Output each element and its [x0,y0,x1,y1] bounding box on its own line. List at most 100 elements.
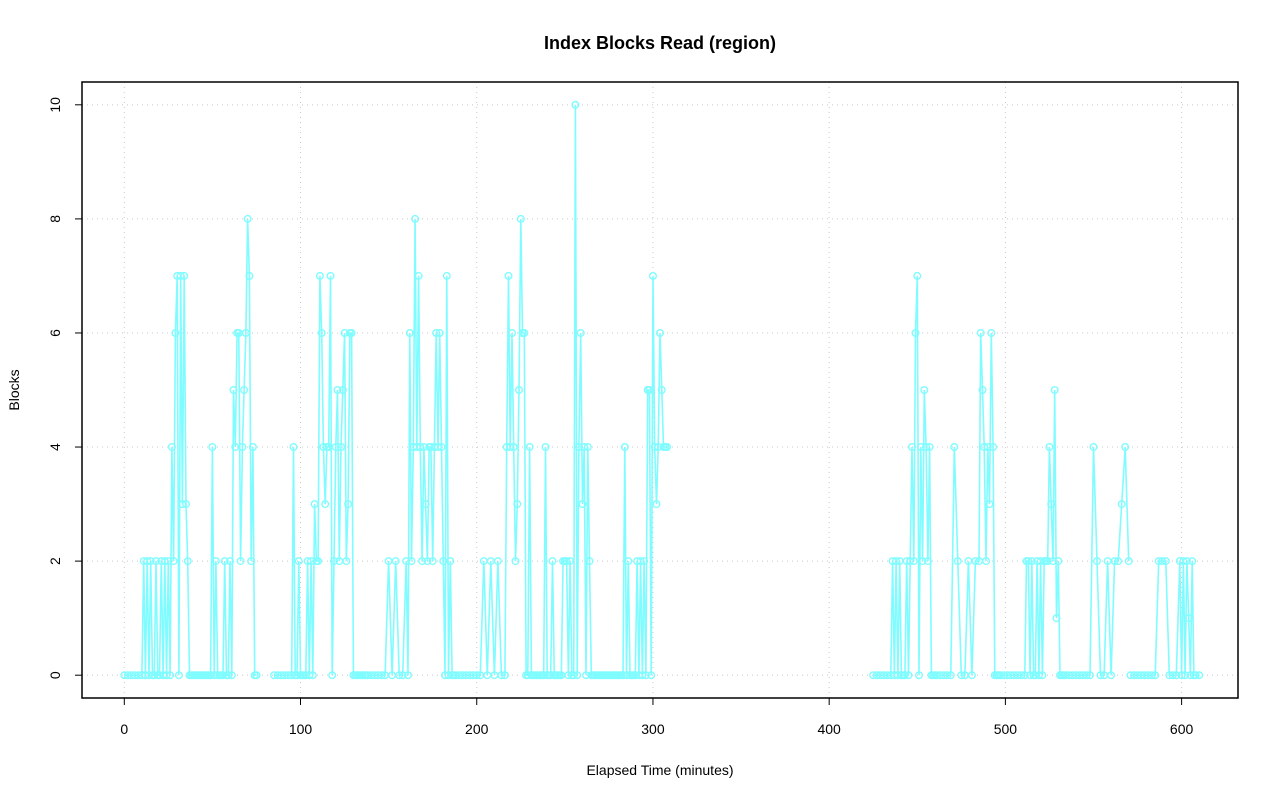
data-point [1181,671,1190,680]
data-point [181,500,190,509]
data-point [953,557,962,566]
data-point [978,386,987,395]
data-point [1195,671,1204,680]
data-point [315,271,324,280]
data-point [1147,671,1156,680]
data-point [236,557,245,566]
data-point [904,671,913,680]
data-point [923,557,932,566]
y-axis-label: Blocks [6,369,22,410]
data-point [640,557,649,566]
data-point [294,557,303,566]
data-point [1168,671,1177,680]
data-point [571,100,580,109]
data-point [574,443,583,452]
series-line [459,104,667,677]
data-point [950,443,959,452]
data-point [513,500,522,509]
data-point [1082,671,1091,680]
data-point [920,386,929,395]
data-point [418,557,427,566]
data-point [344,500,353,509]
data-point [174,671,183,680]
data-point [442,271,451,280]
data-point [508,329,517,338]
data-point [913,271,922,280]
x-tick-label: 600 [1170,721,1194,737]
data-point [305,671,314,680]
data-point [580,443,589,452]
data-point [289,443,298,452]
series-line [124,218,257,677]
data-point [405,329,414,338]
data-point [985,500,994,509]
data-point [1172,671,1181,680]
data-point [160,557,169,566]
data-point [178,500,187,509]
data-point [1182,557,1191,566]
data-point [982,557,991,566]
data-point [500,671,509,680]
data-point [245,271,254,280]
data-point [220,557,229,566]
data-point [1092,557,1101,566]
data-point [957,671,966,680]
series-segment-9 [1126,557,1204,680]
data-point [395,671,404,680]
data-point [645,386,654,395]
data-point [404,671,413,680]
series-layer [120,100,1204,680]
data-point [663,443,672,452]
x-tick-label: 500 [994,721,1018,737]
data-point [432,329,441,338]
data-point [247,557,256,566]
data-point [211,557,220,566]
data-point [649,271,658,280]
data-point [248,443,257,452]
data-point [892,557,901,566]
data-point [638,671,647,680]
data-point [624,557,633,566]
data-point [1089,443,1098,452]
data-point [1054,557,1063,566]
data-point [421,500,430,509]
data-point [1020,671,1029,680]
data-point [1124,557,1133,566]
data-point [411,214,420,223]
y-tick-label: 2 [47,557,63,565]
data-point [414,271,423,280]
x-tick-label: 0 [120,721,128,737]
data-point [915,671,924,680]
data-point [229,386,238,395]
data-point [1027,557,1036,566]
data-point [407,557,416,566]
data-point [946,671,955,680]
data-point [652,500,661,509]
data-point [333,386,342,395]
data-point [243,214,252,223]
data-point [1117,500,1126,509]
data-point [218,671,227,680]
data-point [337,443,346,452]
data-point [151,557,160,566]
data-point [1043,557,1052,566]
data-point [241,329,250,338]
series-segment-5 [869,271,941,680]
data-point [308,671,317,680]
data-point [446,557,455,566]
data-point [342,557,351,566]
chart-title: Index Blocks Read (region) [544,33,776,53]
data-point [303,557,312,566]
data-point [525,443,534,452]
plot-frame [81,81,1239,699]
data-point [162,671,171,680]
data-point [911,329,920,338]
data-point [578,500,587,509]
data-point [909,557,918,566]
data-point [506,443,515,452]
series-segment-8 [1064,443,1133,680]
data-point [650,443,659,452]
series-segment-4 [455,100,672,680]
data-point [1017,671,1026,680]
data-point [1052,614,1061,623]
